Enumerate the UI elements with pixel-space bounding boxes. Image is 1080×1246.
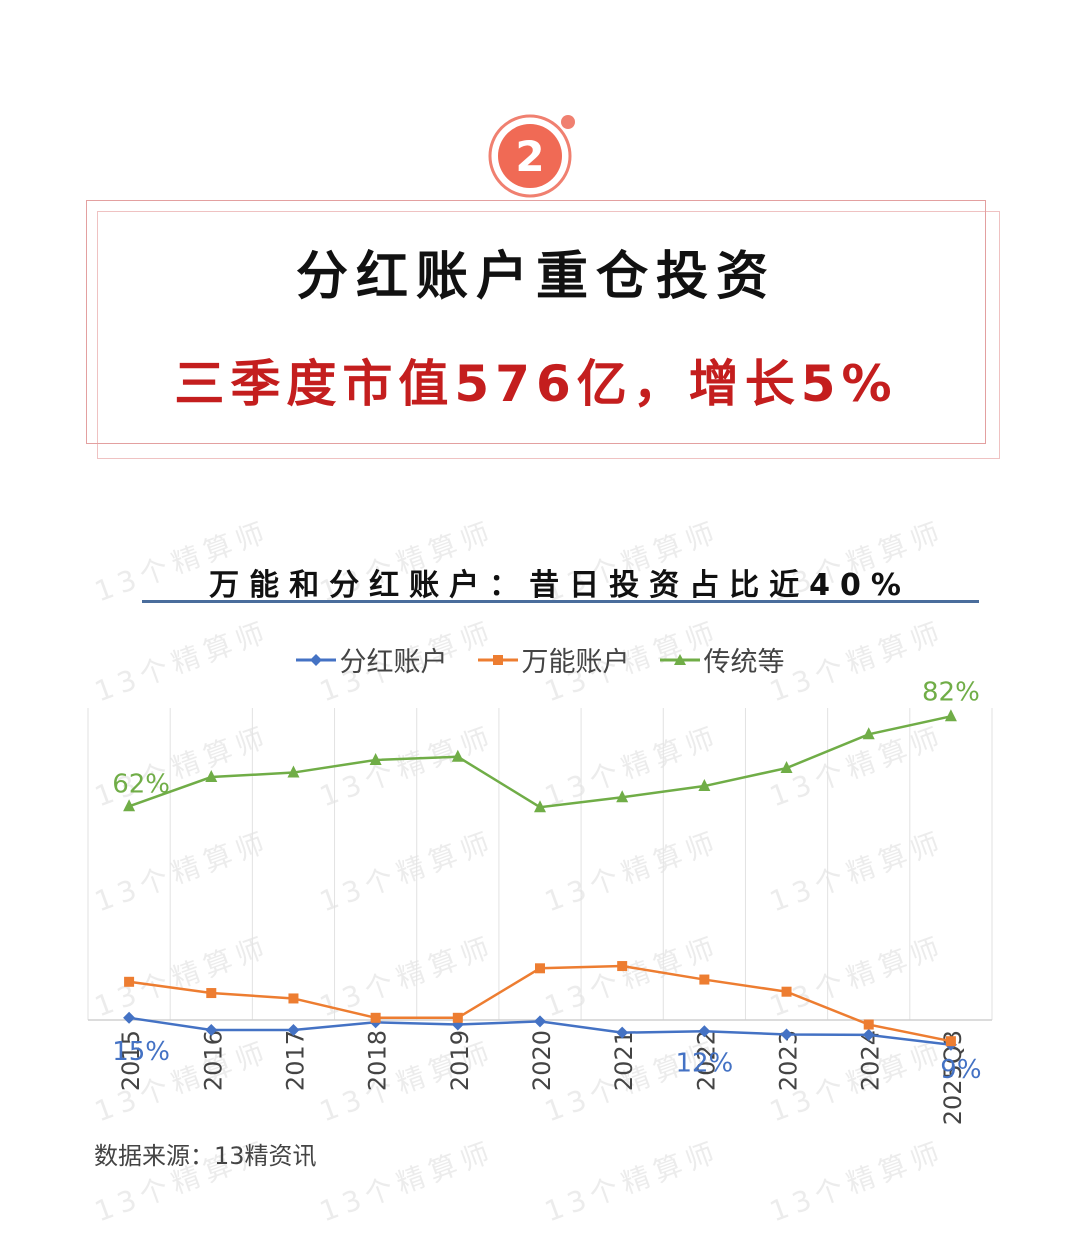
- data-point: [287, 765, 300, 778]
- data-point: [862, 1028, 875, 1041]
- x-tick-label: 2016: [199, 1030, 227, 1091]
- data-point: [124, 976, 135, 987]
- x-tick-label: 2023: [775, 1030, 803, 1091]
- legend-triangle-icon: [659, 653, 700, 665]
- title-frame: [86, 200, 986, 444]
- data-point: [370, 1012, 381, 1023]
- data-point: [205, 770, 218, 783]
- data-point: [780, 1028, 793, 1041]
- data-point: [534, 800, 546, 813]
- legend-label: 分红账户: [339, 647, 448, 678]
- data-point: [287, 1023, 300, 1036]
- x-tick-label: 2017: [281, 1030, 309, 1091]
- data-point: [451, 749, 464, 762]
- data-point: [205, 1023, 218, 1036]
- data-point: [862, 727, 875, 740]
- data-point: [535, 963, 545, 974]
- legend-square-icon: [477, 654, 518, 665]
- x-tick-label: 2019: [446, 1030, 474, 1091]
- chart-legend: 分红账户 万能账户 传统等: [0, 640, 1080, 679]
- data-point: [944, 709, 957, 722]
- data-point: [699, 974, 710, 985]
- x-tick-label: 2020: [528, 1030, 556, 1091]
- x-tick-label: 2018: [364, 1030, 392, 1091]
- x-tick-label: 2015: [117, 1030, 145, 1091]
- legend-item-universal: 万能账户: [477, 640, 630, 679]
- data-point: [452, 1012, 463, 1023]
- data-point: [534, 1015, 546, 1028]
- data-point: [617, 961, 628, 972]
- chart-title-rule: [142, 600, 979, 603]
- headline: 分红账户重仓投资: [295, 247, 776, 307]
- data-point: [698, 779, 711, 792]
- data-label: 12%: [675, 1048, 733, 1078]
- data-point: [698, 1025, 711, 1038]
- data-point: [863, 1019, 874, 1030]
- data-point: [616, 1026, 629, 1039]
- data-label: 9%: [940, 1055, 981, 1085]
- badge-number: 2: [515, 132, 544, 181]
- legend-label: 万能账户: [521, 647, 630, 678]
- chart-title: 万能和分红账户：昔日投资占比近40%: [209, 568, 911, 603]
- data-label: 15%: [112, 1037, 170, 1067]
- data-point: [781, 986, 792, 997]
- data-point: [780, 761, 793, 774]
- legend-label: 传统等: [703, 647, 785, 678]
- data-point: [123, 1011, 136, 1024]
- section-number-badge: 2: [488, 114, 575, 198]
- x-tick-label: 2022: [692, 1030, 720, 1091]
- data-point: [451, 1018, 464, 1031]
- title-frame-shadow: [97, 211, 1000, 459]
- data-point: [616, 790, 629, 803]
- legend-item-traditional: 传统等: [659, 640, 785, 679]
- data-point: [206, 988, 217, 999]
- data-point: [288, 993, 299, 1004]
- data-label: 82%: [922, 677, 980, 707]
- legend-item-dividend: 分红账户: [295, 640, 448, 679]
- legend-diamond-icon: [295, 653, 336, 666]
- data-point: [369, 752, 382, 765]
- data-point: [123, 799, 136, 812]
- data-point: [945, 1036, 956, 1047]
- subheadline: 三季度市值576亿，增长5%: [174, 355, 898, 413]
- x-tick-label: 2024: [857, 1030, 885, 1091]
- x-tick-label: 2021: [610, 1030, 638, 1091]
- data-source-note: 数据来源：13精资讯: [94, 1142, 317, 1170]
- data-label: 62%: [112, 769, 170, 799]
